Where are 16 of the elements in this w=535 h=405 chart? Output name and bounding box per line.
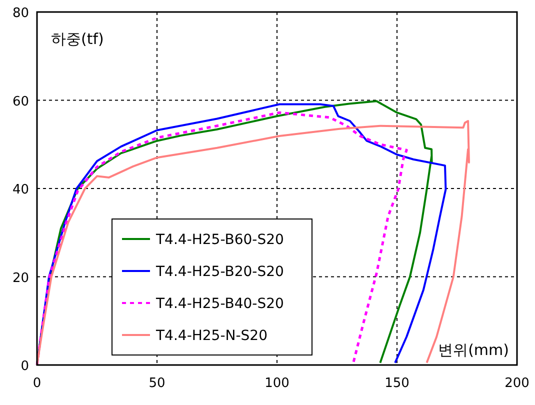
x-axis-title: 변위(mm) [438, 341, 509, 359]
x-tick-label: 100 [264, 376, 290, 391]
y-axis-title: 하중(tf) [51, 30, 104, 48]
y-tick-label: 80 [12, 6, 29, 21]
x-tick-label: 50 [148, 376, 166, 391]
x-tick-label: 200 [504, 376, 530, 391]
legend-label: T4.4-H25-N-S20 [155, 328, 268, 344]
y-tick-label: 40 [12, 182, 29, 198]
y-tick-label: 0 [20, 359, 29, 374]
legend-label: T4.4-H25-B40-S20 [155, 296, 284, 312]
legend-label: T4.4-H25-B20-S20 [155, 264, 284, 280]
y-tick-label: 20 [12, 270, 29, 286]
x-tick-label: 150 [384, 376, 410, 391]
x-tick-label: 0 [32, 376, 42, 391]
y-tick-label: 60 [12, 94, 29, 110]
legend-label: T4.4-H25-B60-S20 [155, 232, 284, 248]
